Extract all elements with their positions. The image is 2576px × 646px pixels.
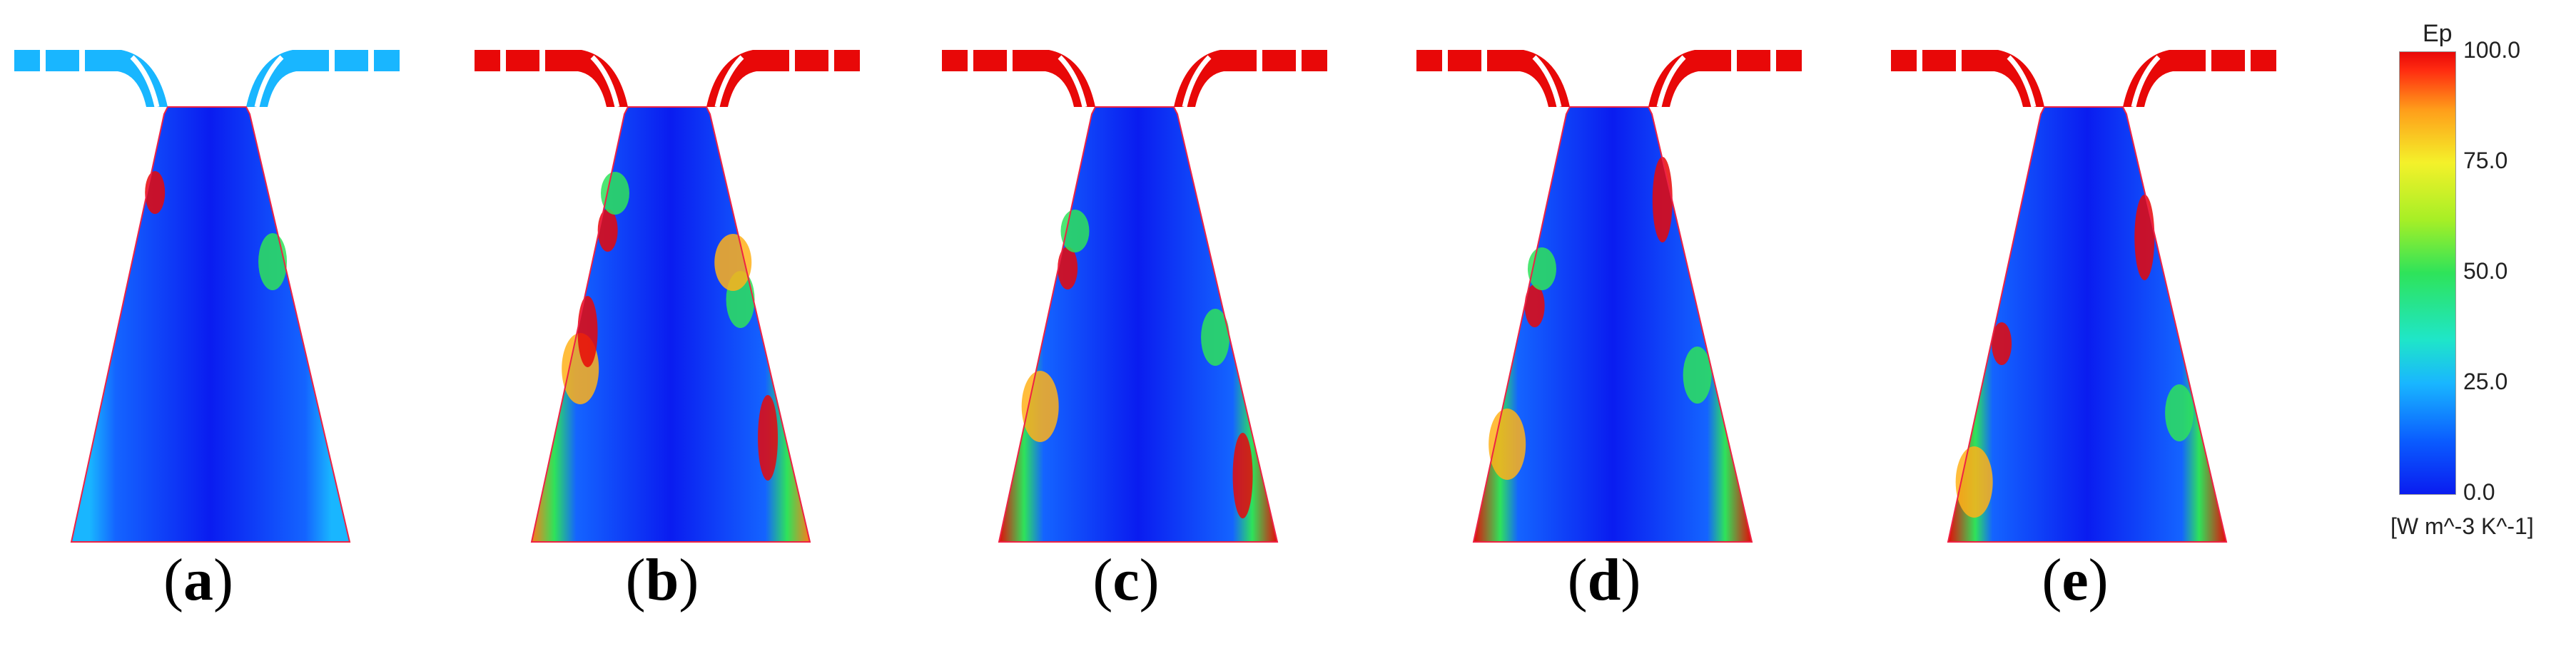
furnace-body xyxy=(71,107,350,542)
caption-d: (d) xyxy=(1567,547,1641,613)
caption-a: (a) xyxy=(163,547,233,613)
inlet-duct-right xyxy=(706,50,860,107)
field-panel-c xyxy=(942,50,1327,543)
furnace-body xyxy=(532,107,810,542)
colorbar-tick-75: 75.0 xyxy=(2463,148,2508,173)
field-panel-e xyxy=(1891,50,2276,543)
furnace-body xyxy=(1474,107,1752,542)
inlet-duct-left xyxy=(942,50,1095,107)
field-panel-b xyxy=(475,50,860,543)
colorbar-unit: [W m^-3 K^-1] xyxy=(2390,513,2534,539)
colorbar-tick-25: 25.0 xyxy=(2463,369,2508,394)
field-panel-d xyxy=(1416,50,1802,543)
colorbar-gradient xyxy=(2399,51,2456,495)
inlet-duct-right xyxy=(246,50,400,107)
inlet-duct-left xyxy=(1891,50,2044,107)
caption-b: (b) xyxy=(625,547,699,613)
inlet-duct-right xyxy=(2123,50,2276,107)
inlet-duct-right xyxy=(1174,50,1327,107)
caption-e: (e) xyxy=(2042,547,2109,613)
colorbar-tick-50: 50.0 xyxy=(2463,258,2508,284)
inlet-duct-left xyxy=(14,50,168,107)
colorbar-title: Ep xyxy=(2423,20,2453,47)
field-panel-a xyxy=(14,50,400,543)
inlet-duct-left xyxy=(1416,50,1570,107)
inlet-duct-left xyxy=(475,50,628,107)
colorbar-tick-0: 0.0 xyxy=(2463,479,2495,505)
furnace-body xyxy=(1948,107,2226,542)
colorbar-tick-100: 100.0 xyxy=(2463,37,2521,63)
furnace-body xyxy=(999,107,1277,542)
caption-c: (c) xyxy=(1092,547,1160,613)
inlet-duct-right xyxy=(1648,50,1802,107)
